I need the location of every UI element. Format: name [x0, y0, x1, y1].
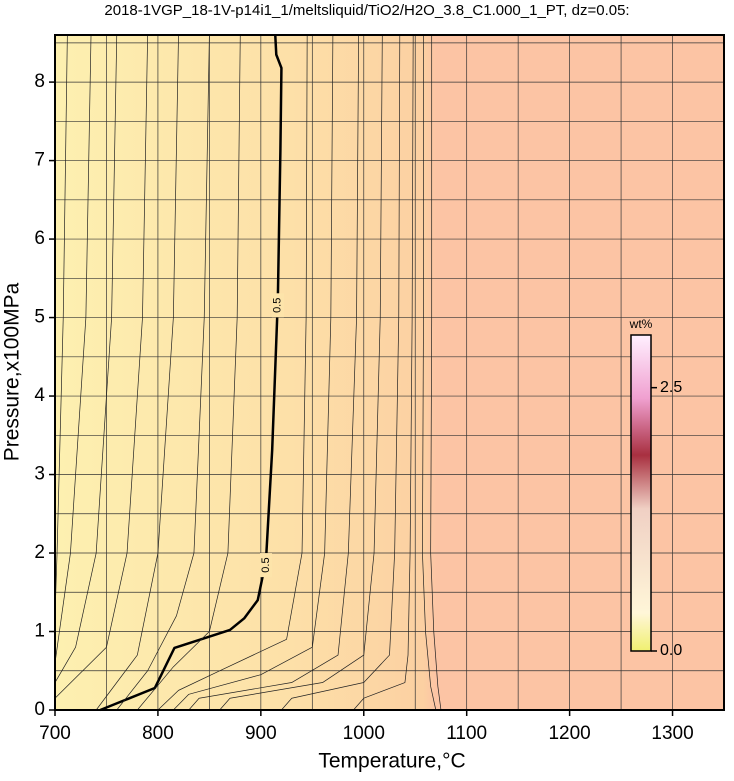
- contour-line: [54, 34, 148, 699]
- colorbar: [630, 334, 652, 652]
- chart-title: 2018-1VGP_18-1V-p14i1_1/meltsliquid/TiO2…: [104, 2, 629, 19]
- y-tick-label: 2: [34, 542, 45, 563]
- contour-line: [157, 34, 308, 711]
- x-tick-label: 900: [245, 723, 277, 744]
- contour-line: [116, 34, 210, 711]
- x-tick-label: 1100: [446, 723, 487, 744]
- y-tick-label: 7: [34, 150, 45, 171]
- x-tick-label: 800: [142, 723, 174, 744]
- contour-line: [54, 34, 118, 683]
- y-tick-label: 1: [34, 621, 45, 642]
- y-tick-label: 4: [34, 385, 45, 406]
- x-tick-label: 700: [39, 723, 71, 744]
- x-tick-label: 1200: [548, 723, 590, 744]
- contour-line: [137, 34, 241, 711]
- contour-line: [353, 34, 414, 711]
- contour-label-bg: [259, 553, 272, 578]
- contour-line: [54, 34, 68, 616]
- contour-line: [188, 34, 359, 711]
- x-axis-label: Temperature,°C: [318, 750, 465, 773]
- y-tick-label: 5: [34, 307, 45, 328]
- colorbar-tick-label: 2.5: [660, 379, 682, 396]
- contour-line: [422, 35, 437, 711]
- colorbar-tick-label: 0.0: [660, 642, 682, 659]
- contour-line: [95, 34, 179, 711]
- plot-background: [55, 35, 724, 710]
- y-axis-label: Pressure,x100MPa: [1, 282, 24, 461]
- contour-label: 0.5: [260, 557, 272, 572]
- contour-line: [281, 34, 401, 711]
- contour-label: 0.5: [272, 298, 284, 313]
- y-tick-label: 8: [34, 71, 45, 92]
- y-tick-label: 3: [34, 464, 45, 485]
- plot-frame: [54, 34, 725, 711]
- contour-label-bg: [271, 293, 284, 318]
- contour-line: [219, 34, 383, 711]
- y-tick-label: 0: [34, 699, 45, 720]
- contour-line: [54, 34, 92, 663]
- contour-line: [430, 35, 442, 711]
- colorbar-unit: wt%: [629, 317, 653, 331]
- contour-line: [173, 34, 334, 711]
- x-tick-label: 1300: [651, 723, 693, 744]
- y-tick-label: 6: [34, 228, 45, 249]
- x-tick-label: 1000: [343, 723, 385, 744]
